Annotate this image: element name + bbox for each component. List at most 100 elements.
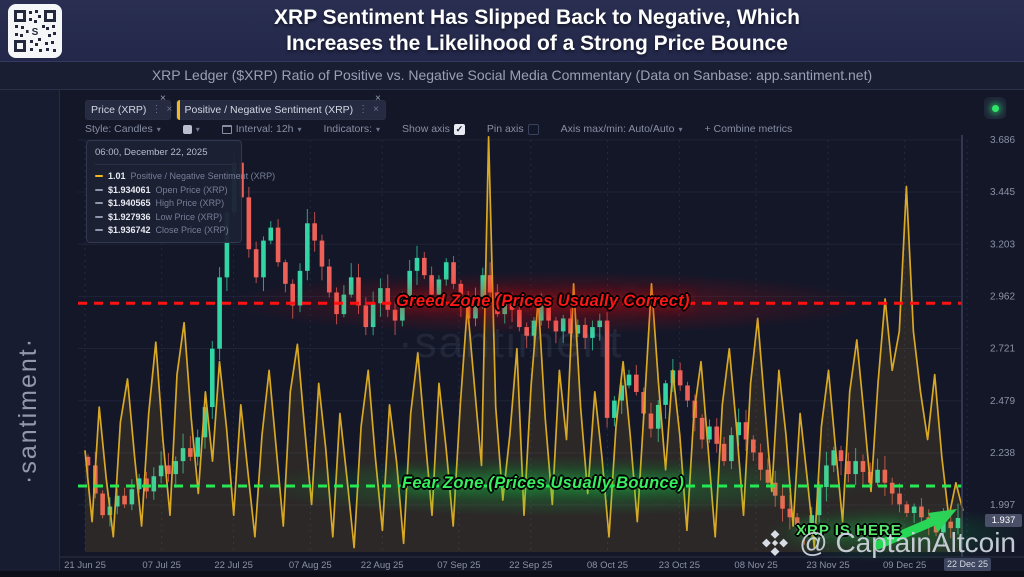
svg-text:09 Dec 25: 09 Dec 25 (883, 560, 926, 571)
checkbox-checked-icon[interactable]: ✓ (453, 123, 465, 135)
checkbox-unchecked-icon[interactable] (527, 123, 539, 135)
style-label: Style: Candles (85, 123, 153, 135)
color-swatch (182, 124, 192, 134)
svg-text:1.997: 1.997 (990, 500, 1015, 511)
current-price-badge: 1.937 (985, 514, 1022, 527)
series-dash-icon (95, 229, 103, 231)
svg-text:2.479: 2.479 (990, 396, 1015, 407)
chart-subtitle: XRP Ledger ($XRP) Ratio of Positive vs. … (151, 67, 873, 83)
tooltip-label: High Price (XRP) (155, 198, 225, 208)
tooltip-label: Low Price (XRP) (155, 211, 223, 222)
svg-text:07 Jul 25: 07 Jul 25 (142, 560, 181, 571)
chart-toolbar: Style: Candles ▾ ▾ Interval: 12h ▾ Indic… (85, 121, 792, 137)
bottom-edge-bar (0, 571, 1024, 577)
pin-axis-label: Pin axis (486, 123, 524, 135)
subtitle-bar: XRP Ledger ($XRP) Ratio of Positive vs. … (0, 62, 1024, 90)
chevron-down-icon: ▾ (156, 124, 161, 134)
tooltip-label: Close Price (XRP) (155, 225, 229, 235)
series-dash-icon (95, 215, 103, 218)
greed-zone-label: Greed Zone (Prices Usually Correct) (396, 292, 690, 310)
svg-text:3.686: 3.686 (990, 135, 1015, 146)
left-brand-strip: ·santiment· (0, 90, 60, 577)
tooltip-row-low: $1.927936 Low Price (XRP) (95, 212, 233, 222)
tooltip-value: $1.927936 (108, 211, 151, 222)
chevron-down-icon: ▾ (297, 124, 302, 134)
svg-text:2.721: 2.721 (990, 343, 1015, 354)
live-indicator-button[interactable] (984, 97, 1006, 119)
close-icon[interactable]: × (166, 104, 173, 115)
close-icon[interactable]: × (373, 104, 379, 115)
credit-handle: @ CaptainAltcoin (799, 527, 1016, 558)
credit-watermark: @ CaptainAltcoin (760, 527, 1016, 559)
price-tab-label: Price (XRP) (91, 104, 147, 116)
interval-select[interactable]: Interval: 12h ▾ (221, 123, 302, 135)
tooltip-value: $1.940565 (108, 198, 151, 208)
sentiment-tab-label: Positive / Negative Sentiment (XRP) (184, 104, 354, 116)
axis-maxmin-select[interactable]: Axis max/min: Auto/Auto ▾ (561, 123, 683, 135)
tooltip-value: $1.936742 (108, 225, 151, 235)
svg-text:2.238: 2.238 (990, 448, 1015, 459)
series-dash-icon (95, 175, 103, 177)
kebab-menu-icon[interactable]: ⋮ (358, 104, 369, 115)
qr-pattern-icon: S (14, 10, 56, 52)
tab-sentiment-xrp[interactable]: Positive / Negative Sentiment (XRP) ⋮ × (176, 100, 386, 120)
tab-price-xrp[interactable]: Price (XRP) ⋮ × (85, 100, 173, 120)
svg-text:22 Aug 25: 22 Aug 25 (361, 560, 404, 571)
svg-text:08 Oct 25: 08 Oct 25 (587, 560, 628, 571)
chevron-down-icon: ▾ (376, 124, 381, 134)
page-title-line1: XRP Sentiment Has Slipped Back to Negati… (274, 6, 800, 29)
binance-diamond-icon (762, 530, 789, 556)
xrp-is-here-label: XRP IS HERE (796, 522, 902, 539)
svg-text:22 Jul 25: 22 Jul 25 (214, 560, 253, 571)
santiment-vertical-logo: ·santiment· (14, 336, 42, 484)
svg-text:22 Sep 25: 22 Sep 25 (509, 560, 552, 571)
svg-text:23 Oct 25: 23 Oct 25 (659, 560, 700, 571)
live-dot-icon (991, 104, 999, 112)
svg-text:3.203: 3.203 (990, 239, 1015, 250)
pin-axis-toggle[interactable]: Pin axis (487, 123, 539, 135)
chevron-down-icon: ▾ (195, 124, 200, 134)
price-tab-close-icon[interactable]: × (160, 93, 166, 104)
kebab-menu-icon[interactable]: ⋮ (151, 104, 162, 115)
style-select[interactable]: Style: Candles ▾ (85, 123, 161, 135)
svg-text:07 Aug 25: 07 Aug 25 (289, 560, 332, 571)
page-title: XRP Sentiment Has Slipped Back to Negati… (70, 5, 1004, 57)
svg-text:23 Nov 25: 23 Nov 25 (806, 560, 849, 571)
indicators-select[interactable]: Indicators: ▾ (324, 123, 380, 135)
svg-text:08 Nov 25: 08 Nov 25 (734, 560, 777, 571)
show-axis-toggle[interactable]: Show axis ✓ (402, 123, 465, 135)
svg-text:S: S (32, 27, 39, 38)
chart-tooltip: 06:00, December 22, 2025 1.01 Positive /… (86, 140, 275, 243)
tooltip-row-sentiment: 1.01 Positive / Negative Sentiment (XRP) (95, 171, 275, 181)
tooltip-label: Open Price (XRP) (155, 184, 228, 195)
svg-text:3.445: 3.445 (990, 187, 1015, 198)
interval-label: Interval: 12h (235, 123, 294, 135)
indicators-label: Indicators: (323, 123, 372, 135)
current-date-badge: 22 Dec 25 (944, 558, 992, 571)
color-swatch-select[interactable]: ▾ (182, 124, 200, 134)
svg-text:21 Jun 25: 21 Jun 25 (64, 560, 106, 571)
series-dash-icon (95, 188, 103, 191)
calendar-icon (221, 124, 232, 134)
tooltip-row-high: $1.940565 High Price (XRP) (95, 198, 233, 208)
series-dash-icon (95, 202, 103, 204)
fear-zone-label: Fear Zone (Prices Usually Bounce) (402, 474, 685, 492)
tooltip-row-close: $1.936742 Close Price (XRP) (95, 225, 233, 235)
page-title-line2: Increases the Likelihood of a Strong Pri… (286, 32, 788, 55)
tooltip-row-open: $1.934061 Open Price (XRP) (95, 185, 233, 195)
combine-metrics-label: + Combine metrics (704, 123, 793, 135)
sentiment-tab-accent (177, 100, 180, 120)
header-bar: XRP Sentiment Has Slipped Back to Negati… (0, 0, 1024, 62)
tooltip-value: 1.01 (108, 171, 126, 181)
sentiment-tab-close-icon[interactable]: × (375, 93, 381, 104)
axis-maxmin-label: Axis max/min: Auto/Auto (560, 123, 675, 135)
santiment-watermark: ·santiment (398, 318, 624, 367)
svg-text:07 Sep 25: 07 Sep 25 (437, 560, 480, 571)
combine-metrics-button[interactable]: + Combine metrics (704, 123, 792, 135)
tooltip-label: Positive / Negative Sentiment (XRP) (130, 171, 276, 181)
chevron-down-icon: ▾ (678, 124, 683, 134)
svg-text:2.962: 2.962 (990, 291, 1015, 302)
tooltip-value: $1.934061 (108, 184, 151, 195)
